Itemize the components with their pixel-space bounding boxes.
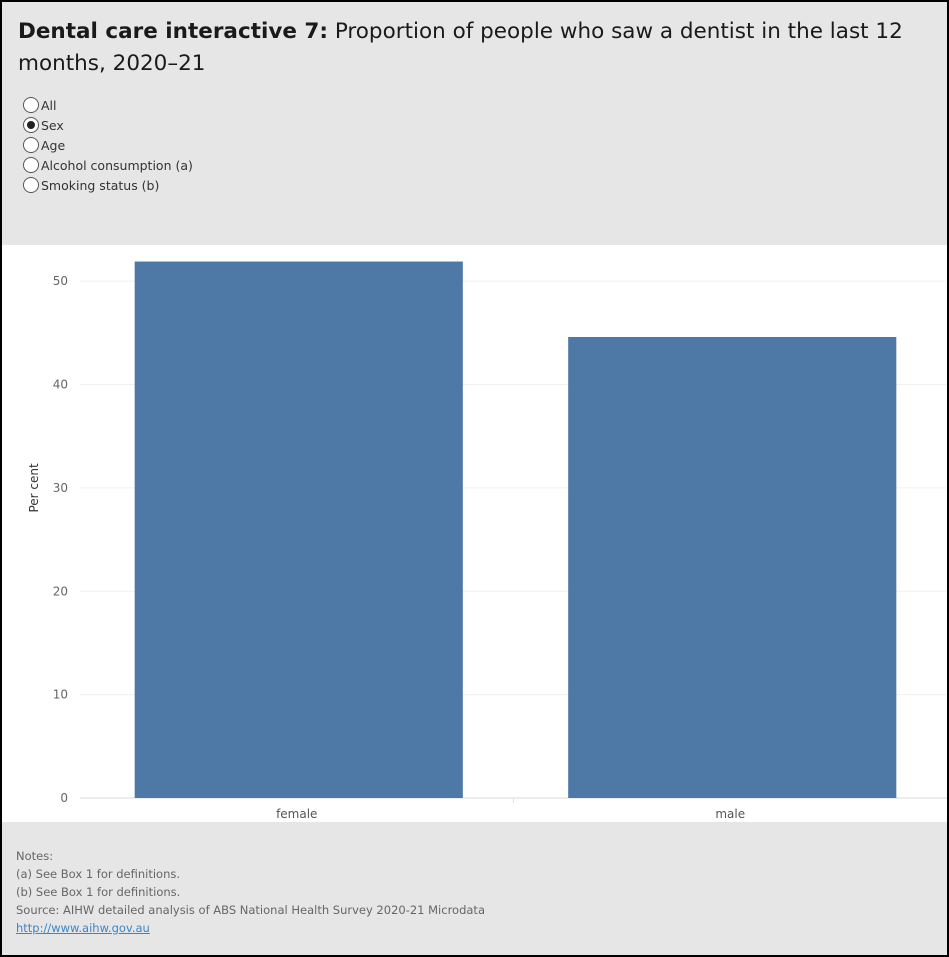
radio-label: Smoking status (b) <box>41 177 160 193</box>
radio-button-selected-icon[interactable] <box>23 117 39 133</box>
y-tick-label: 10 <box>53 688 68 702</box>
radio-label: All <box>41 97 57 113</box>
bar-male <box>568 336 897 798</box>
x-tick-label: male <box>715 807 745 821</box>
note-line-b: (b) See Box 1 for definitions. <box>16 885 181 899</box>
radio-sex[interactable]: Sex <box>23 115 193 135</box>
source-text: Source: AIHW detailed analysis of ABS Na… <box>16 903 485 917</box>
y-tick-label: 0 <box>60 791 68 805</box>
radio-label: Alcohol consumption (a) <box>41 157 193 173</box>
header-panel: Dental care interactive 7: Proportion of… <box>2 2 947 245</box>
chart-panel: 0 10 20 30 40 50 Per cent female male <box>2 245 947 822</box>
source-link[interactable]: http://www.aihw.gov.au <box>16 921 150 935</box>
bar-female <box>134 261 463 798</box>
notes-section: Notes: (a) See Box 1 for definitions. (b… <box>16 847 485 937</box>
note-line-a: (a) See Box 1 for definitions. <box>16 867 181 881</box>
y-tick-label: 20 <box>53 584 68 598</box>
page-title: Dental care interactive 7: Proportion of… <box>18 16 938 80</box>
radio-alcohol[interactable]: Alcohol consumption (a) <box>23 155 193 175</box>
category-radio-group: All Sex Age Alcohol consumption (a) Smok… <box>23 95 193 195</box>
bar-chart: 0 10 20 30 40 50 Per cent female male <box>27 261 947 821</box>
radio-button-icon[interactable] <box>23 177 39 193</box>
y-tick-label: 40 <box>53 378 68 392</box>
radio-label: Sex <box>41 117 64 133</box>
title-text: Proportion of people who saw a dentist i… <box>18 19 903 76</box>
radio-label: Age <box>41 137 66 153</box>
radio-button-icon[interactable] <box>23 137 39 153</box>
radio-smoking[interactable]: Smoking status (b) <box>23 175 193 195</box>
radio-all[interactable]: All <box>23 95 193 115</box>
x-tick-label: female <box>276 807 317 821</box>
y-tick-label: 30 <box>53 481 68 495</box>
y-tick-label: 50 <box>53 274 68 288</box>
radio-age[interactable]: Age <box>23 135 193 155</box>
radio-button-icon[interactable] <box>23 157 39 173</box>
notes-heading: Notes: <box>16 849 54 863</box>
title-bold: Dental care interactive 7: <box>18 19 328 44</box>
radio-button-icon[interactable] <box>23 97 39 113</box>
y-axis-label: Per cent <box>27 463 41 513</box>
